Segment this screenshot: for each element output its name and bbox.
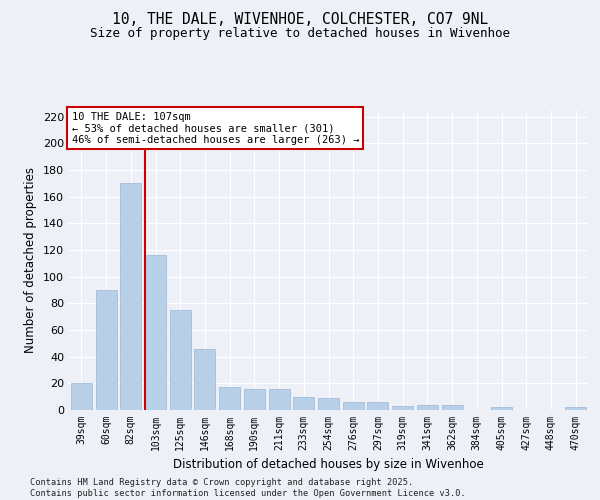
Bar	[392, 406, 413, 410]
Bar	[194, 348, 215, 410]
Bar	[565, 408, 586, 410]
Bar	[170, 310, 191, 410]
Bar	[269, 388, 290, 410]
Y-axis label: Number of detached properties: Number of detached properties	[25, 167, 37, 353]
Bar	[491, 408, 512, 410]
Bar	[95, 290, 116, 410]
Bar	[367, 402, 388, 410]
Text: 10, THE DALE, WIVENHOE, COLCHESTER, CO7 9NL: 10, THE DALE, WIVENHOE, COLCHESTER, CO7 …	[112, 12, 488, 28]
Bar	[442, 404, 463, 410]
Bar	[343, 402, 364, 410]
Bar	[145, 256, 166, 410]
Text: 10 THE DALE: 107sqm
← 53% of detached houses are smaller (301)
46% of semi-detac: 10 THE DALE: 107sqm ← 53% of detached ho…	[71, 112, 359, 144]
Bar	[417, 404, 438, 410]
Text: Size of property relative to detached houses in Wivenhoe: Size of property relative to detached ho…	[90, 28, 510, 40]
Bar	[120, 184, 141, 410]
Bar	[318, 398, 339, 410]
Bar	[244, 388, 265, 410]
Bar	[219, 388, 240, 410]
Text: Contains HM Land Registry data © Crown copyright and database right 2025.
Contai: Contains HM Land Registry data © Crown c…	[30, 478, 466, 498]
Bar	[293, 396, 314, 410]
X-axis label: Distribution of detached houses by size in Wivenhoe: Distribution of detached houses by size …	[173, 458, 484, 471]
Bar	[71, 384, 92, 410]
